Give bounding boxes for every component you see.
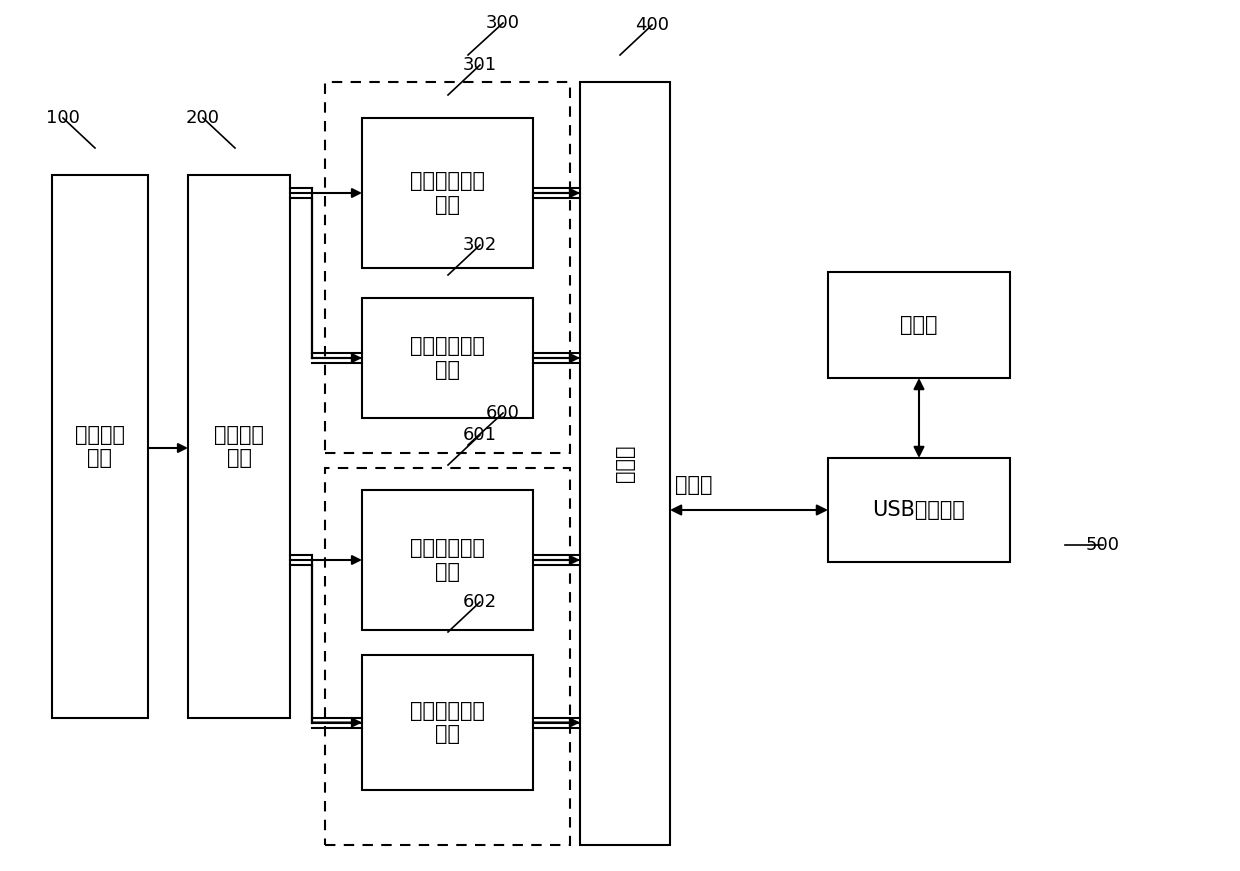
- Text: 第一低通滤波
模块: 第一低通滤波 模块: [410, 336, 485, 380]
- Text: 600: 600: [486, 404, 520, 422]
- Bar: [362, 490, 533, 630]
- Text: 信号采集
模块: 信号采集 模块: [74, 425, 125, 468]
- Text: 300: 300: [486, 14, 520, 32]
- Bar: [188, 175, 290, 718]
- Text: 400: 400: [635, 16, 670, 34]
- Bar: [325, 82, 570, 453]
- Text: 601: 601: [463, 426, 497, 444]
- Text: USB接口芯片: USB接口芯片: [873, 500, 966, 520]
- Text: 第一波形整形
模块: 第一波形整形 模块: [410, 172, 485, 214]
- Bar: [362, 118, 533, 268]
- Text: 301: 301: [463, 56, 497, 74]
- Text: 602: 602: [463, 593, 497, 611]
- Text: 上位机: 上位机: [900, 315, 937, 335]
- Text: 信号调理
模块: 信号调理 模块: [215, 425, 264, 468]
- Text: 100: 100: [46, 109, 79, 127]
- Text: 单片机: 单片机: [615, 445, 635, 483]
- Bar: [362, 298, 533, 418]
- Bar: [580, 82, 670, 845]
- Text: 302: 302: [463, 236, 497, 254]
- Bar: [52, 175, 148, 718]
- Bar: [325, 468, 570, 845]
- Text: 单片机: 单片机: [675, 475, 713, 495]
- Bar: [362, 655, 533, 790]
- Text: 第二低通滤波
模块: 第二低通滤波 模块: [410, 701, 485, 744]
- Text: 500: 500: [1086, 536, 1120, 554]
- Bar: [828, 458, 1011, 562]
- Bar: [828, 272, 1011, 378]
- Text: 200: 200: [186, 109, 219, 127]
- Text: 第二波形整形
模块: 第二波形整形 模块: [410, 538, 485, 582]
